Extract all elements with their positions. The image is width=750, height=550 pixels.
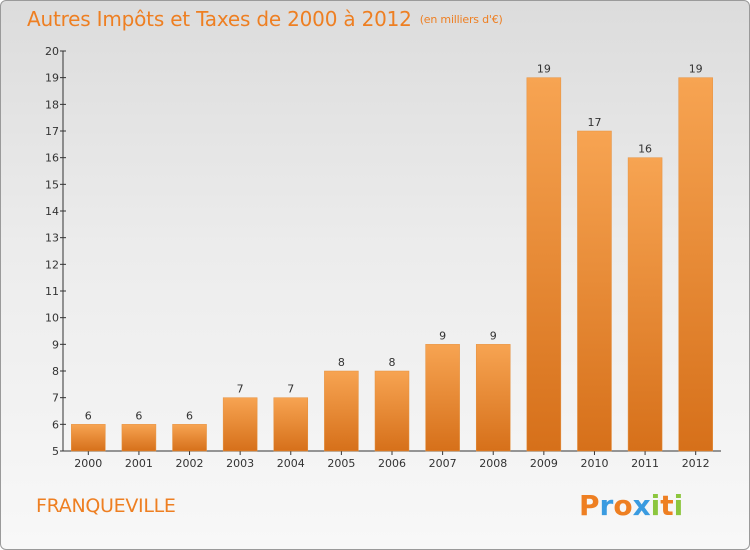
bar	[121, 424, 157, 452]
x-tick-label: 2010	[580, 457, 608, 470]
bar-value-label: 9	[439, 329, 446, 342]
x-tick-label: 2009	[530, 457, 558, 470]
bar	[678, 77, 713, 452]
x-tick-label: 2002	[176, 457, 204, 470]
y-tick-label: 5	[52, 445, 59, 458]
y-tick-label: 17	[45, 125, 59, 138]
bar-value-label: 9	[490, 329, 497, 342]
chart-title: Autres Impôts et Taxes de 2000 à 2012 (en…	[27, 7, 503, 31]
bar	[475, 344, 511, 452]
y-tick-label: 13	[45, 232, 59, 245]
bar	[374, 370, 410, 452]
y-tick-label: 20	[45, 45, 59, 58]
bar-value-label: 19	[689, 63, 703, 76]
y-tick-label: 12	[45, 258, 59, 271]
bar	[577, 130, 612, 452]
chart-bars: 6 6 6 7 7 8 8 9 9 19 17 16 19	[71, 63, 713, 452]
bar	[425, 344, 460, 452]
bar-value-label: 17	[587, 116, 601, 129]
bar	[222, 397, 258, 452]
y-tick-label: 11	[45, 285, 59, 298]
bar	[627, 157, 663, 452]
y-tick-label: 14	[45, 205, 59, 218]
x-tick-label: 2006	[378, 457, 406, 470]
x-tick-label: 2003	[226, 457, 254, 470]
bar	[273, 397, 309, 452]
bar-value-label: 19	[537, 63, 551, 76]
x-tick-label: 2000	[74, 457, 102, 470]
bar-value-label: 6	[135, 409, 142, 422]
logo-letter: r	[599, 489, 614, 522]
x-tick-label: 2012	[682, 457, 710, 470]
x-tick-label: 2001	[125, 457, 153, 470]
y-tick-label: 16	[45, 152, 59, 165]
y-tick-label: 10	[45, 312, 59, 325]
bar-value-label: 8	[338, 356, 345, 369]
logo-letter: x	[632, 489, 651, 522]
logo-letter: P	[579, 489, 600, 522]
proxiti-logo: Proxiti	[579, 489, 683, 522]
bar-value-label: 6	[186, 409, 193, 422]
y-tick-label: 9	[52, 338, 59, 351]
bar-value-label: 6	[85, 409, 92, 422]
chart-subtitle: (en milliers d'€)	[419, 13, 503, 26]
bar	[172, 424, 207, 452]
x-tick-label: 2011	[631, 457, 659, 470]
y-tick-label: 8	[52, 365, 59, 378]
y-tick-label: 6	[52, 418, 59, 431]
logo-letter: t	[660, 489, 674, 522]
bar-value-label: 8	[389, 356, 396, 369]
y-tick-label: 19	[45, 72, 59, 85]
bar	[526, 77, 562, 452]
y-tick-label: 7	[52, 392, 59, 405]
logo-letter: i	[673, 489, 684, 522]
bar-value-label: 7	[287, 383, 294, 396]
bar-value-label: 7	[237, 383, 244, 396]
bar-value-label: 16	[638, 143, 652, 156]
logo-letter: i	[650, 489, 661, 522]
y-tick-label: 18	[45, 98, 59, 111]
bar	[324, 370, 359, 452]
chart-axes: 5 6 7 8 9 10 11 12 13 14 15 16 17 18 19 20 2000 2001 2002 2…	[45, 45, 721, 470]
city-name: FRANQUEVILLE	[36, 495, 176, 517]
x-tick-label: 2004	[277, 457, 305, 470]
x-tick-label: 2005	[327, 457, 355, 470]
logo-letter: o	[613, 489, 633, 522]
chart-title-text: Autres Impôts et Taxes de 2000 à 2012	[27, 7, 412, 31]
x-tick-label: 2007	[429, 457, 457, 470]
x-tick-label: 2008	[479, 457, 507, 470]
y-tick-label: 15	[45, 178, 59, 191]
bar	[71, 424, 106, 452]
